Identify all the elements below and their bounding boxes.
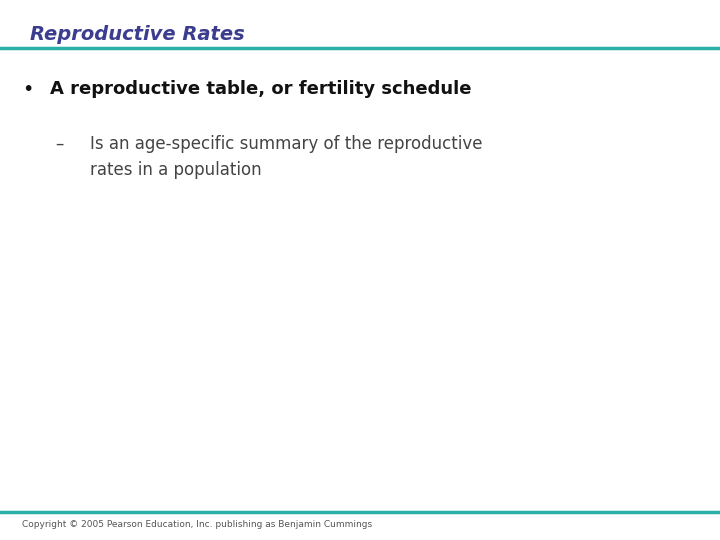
Text: –: – (55, 135, 63, 153)
Text: •: • (22, 80, 33, 99)
Text: Reproductive Rates: Reproductive Rates (30, 25, 245, 44)
Text: Copyright © 2005 Pearson Education, Inc. publishing as Benjamin Cummings: Copyright © 2005 Pearson Education, Inc.… (22, 520, 372, 529)
Text: A reproductive table, or fertility schedule: A reproductive table, or fertility sched… (50, 80, 472, 98)
Text: Is an age-specific summary of the reproductive
rates in a population: Is an age-specific summary of the reprod… (90, 135, 482, 179)
